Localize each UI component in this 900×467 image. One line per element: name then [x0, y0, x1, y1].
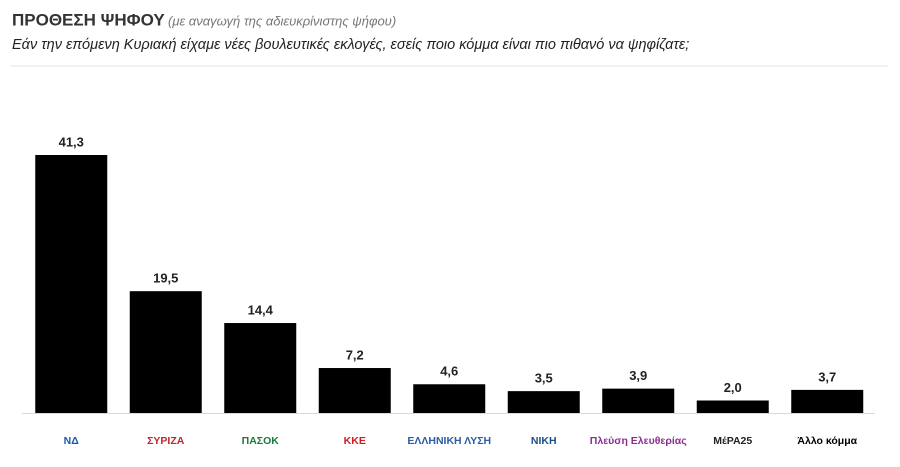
bar: [791, 389, 864, 413]
bar: [696, 400, 769, 413]
value-label: 7,2: [346, 347, 364, 362]
chart-title: ΠΡΟΘΕΣΗ ΨΗΦΟΥ: [12, 10, 165, 29]
value-label: 3,7: [818, 369, 836, 384]
x-tick-label: ΚΚΕ: [344, 435, 366, 447]
chart-subtitle: (με αναγωγή της αδιευκρίνιστης ψήφου): [168, 13, 396, 28]
value-label: 41,3: [59, 134, 84, 149]
value-label: 3,9: [629, 368, 647, 383]
value-label: 2,0: [724, 380, 742, 395]
bar: [129, 291, 202, 413]
x-tick-label: Άλλο κόμμα: [797, 435, 857, 447]
bar: [602, 388, 675, 413]
bar: [35, 155, 108, 413]
bar: [413, 384, 486, 413]
x-tick-label: ΣΥΡΙΖΑ: [147, 435, 185, 447]
value-label: 19,5: [153, 271, 178, 286]
x-tick-label: ΠΑΣΟΚ: [242, 435, 280, 447]
value-label: 14,4: [248, 302, 274, 317]
bar: [507, 391, 580, 413]
x-tick-label: ΕΛΛΗΝΙΚΗ ΛΥΣΗ: [407, 435, 491, 447]
question: Εάν την επόμενη Κυριακή είχαμε νέες βουλ…: [12, 37, 689, 53]
x-tick-label: Πλεύση Ελευθερίας: [590, 435, 687, 447]
bar: [224, 323, 297, 413]
value-label: 3,5: [535, 371, 553, 386]
bar: [318, 368, 391, 413]
x-tick-label: ΜέΡΑ25: [713, 435, 752, 447]
x-tick-label: ΝΔ: [64, 435, 80, 447]
value-label: 4,6: [440, 364, 458, 379]
x-tick-label: ΝΙΚΗ: [531, 435, 557, 447]
